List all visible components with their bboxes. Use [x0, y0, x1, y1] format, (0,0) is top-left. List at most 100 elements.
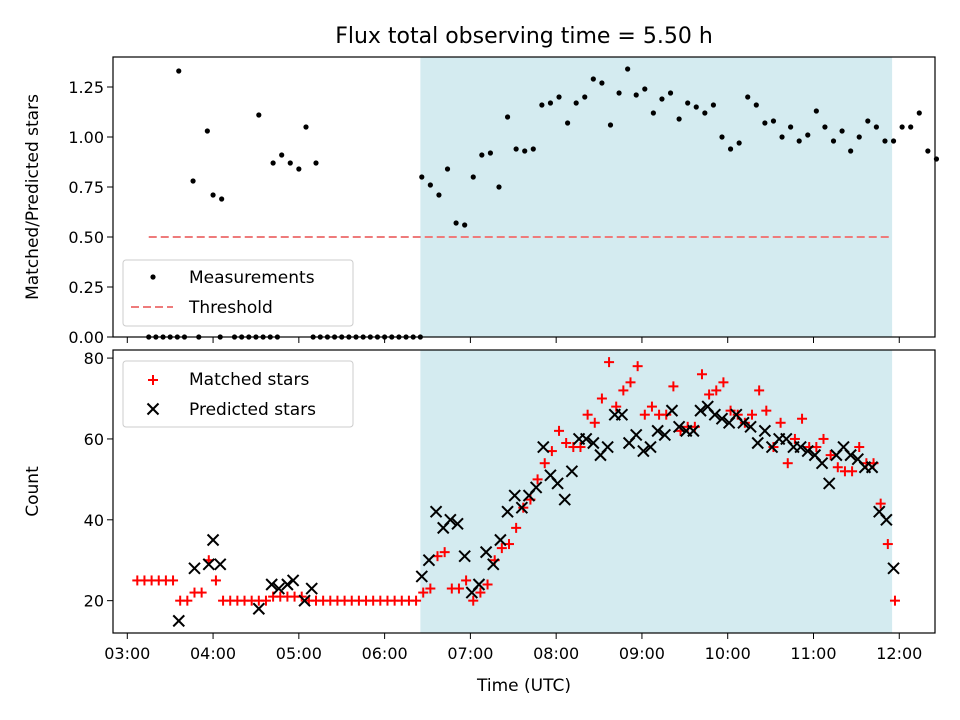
predicted-point: [515, 501, 529, 514]
y-axis-label: Count: [23, 466, 43, 517]
measurement-point: [313, 160, 319, 166]
measurement-point: [727, 146, 734, 152]
legend-label-measurements: Measurements: [189, 268, 315, 288]
predicted-point: [651, 424, 664, 438]
observing-window-shade: [420, 57, 893, 337]
measurement-point: [479, 152, 485, 158]
measurement-point: [436, 192, 442, 198]
axes-frame: [112, 349, 936, 634]
legend-label-matched: Matched stars: [189, 370, 309, 390]
measurement-point: [176, 68, 182, 74]
chart-title: Flux total observing time = 5.50 h: [335, 24, 713, 49]
legend-x: [146, 402, 160, 416]
predicted-point: [501, 505, 514, 518]
matched-point: [453, 583, 464, 594]
matched-point: [468, 595, 479, 606]
predicted-point: [458, 549, 471, 563]
matched-point: [775, 417, 786, 428]
matched-point: [754, 385, 765, 396]
matched-point: [518, 502, 529, 513]
predicted-point: [188, 562, 201, 575]
measurement-point: [882, 138, 888, 144]
matched-point: [425, 583, 436, 594]
matched-point: [561, 437, 572, 448]
matched-point: [696, 369, 707, 380]
y-tick-label: 80: [84, 349, 104, 368]
predicted-point: [801, 444, 814, 458]
matched-point: [761, 405, 772, 416]
measurement-point: [890, 138, 897, 144]
measurement-point: [590, 76, 596, 82]
predicted-point: [537, 440, 550, 454]
measurement-point: [565, 120, 571, 126]
measurement-point: [856, 134, 862, 140]
predicted-point: [444, 513, 457, 527]
predicted-point: [286, 574, 300, 587]
predicted-point: [265, 578, 278, 591]
measurement-point: [582, 94, 588, 100]
predicted-point: [865, 461, 879, 474]
matched-point: [889, 595, 900, 606]
matched-point: [182, 595, 193, 606]
measurement-point: [753, 102, 759, 108]
legend-label-predicted: Predicted stars: [189, 400, 316, 420]
measurement-point: [547, 100, 554, 106]
predicted-point: [472, 578, 486, 591]
legend-label-threshold: Threshold: [188, 298, 273, 318]
measurement-point: [303, 124, 309, 130]
y-tick-label: 1.00: [68, 128, 104, 147]
predicted-point: [601, 440, 614, 454]
matched-point: [825, 450, 836, 461]
predicted-point: [565, 465, 579, 478]
matched-point: [725, 405, 736, 416]
matched-point: [475, 587, 486, 598]
x-tick-label: 04:00: [190, 644, 236, 663]
predicted-point: [508, 489, 521, 502]
ratio-panel: Flux total observing time = 5.50 h 0.00 0…: [23, 24, 940, 347]
predicted-point: [880, 513, 893, 527]
measurement-point: [219, 196, 225, 202]
predicted-point: [487, 558, 500, 571]
x-axis-ticks: [126, 337, 900, 343]
legend-marker-matched: [148, 375, 158, 385]
predicted-point: [644, 440, 657, 454]
measurement-point: [539, 102, 545, 108]
matched-point: [747, 409, 758, 420]
x-axis-ticks: 03:00 04:00 05:00 06:00 07:00 08:00 09:00 10:00…: [104, 633, 922, 663]
measurement-point: [805, 132, 811, 138]
x-tick-label: 12:00: [876, 644, 922, 663]
x-tick-label: 03:00: [104, 644, 150, 663]
y-tick-label: 20: [84, 592, 104, 611]
measurement-point: [270, 160, 276, 166]
y-tick-label: 40: [84, 511, 104, 530]
y-tick-label: 0.75: [68, 178, 104, 197]
matched-point: [168, 575, 179, 586]
predicted-point: [529, 481, 543, 494]
measurement-point: [667, 90, 674, 96]
predicted-point: [687, 424, 700, 438]
measurement-point: [573, 100, 579, 106]
matched-point: [461, 575, 472, 586]
matched-point: [532, 474, 543, 485]
matched-point: [704, 389, 715, 400]
matched-point: [739, 417, 750, 428]
measurement-point: [296, 166, 302, 172]
measurement-point: [444, 166, 451, 172]
predicted-point: [214, 558, 227, 571]
measurement-point: [702, 110, 708, 116]
measurement-point: [736, 140, 742, 146]
measurement-point: [693, 104, 699, 110]
matched-point: [847, 466, 858, 477]
measurement-point: [522, 148, 528, 154]
matched-point: [668, 381, 679, 392]
matched-point: [646, 401, 657, 412]
measurement-point: [625, 66, 631, 72]
measurement-point: [504, 114, 511, 120]
predicted-point: [744, 420, 757, 434]
y-axis-ticks: 0.00 0.25 0.50 0.75 1.00 1.25: [68, 78, 113, 347]
predicted-point: [272, 582, 286, 595]
predicted-point: [708, 408, 722, 421]
y-tick-label: 0.00: [68, 328, 104, 347]
